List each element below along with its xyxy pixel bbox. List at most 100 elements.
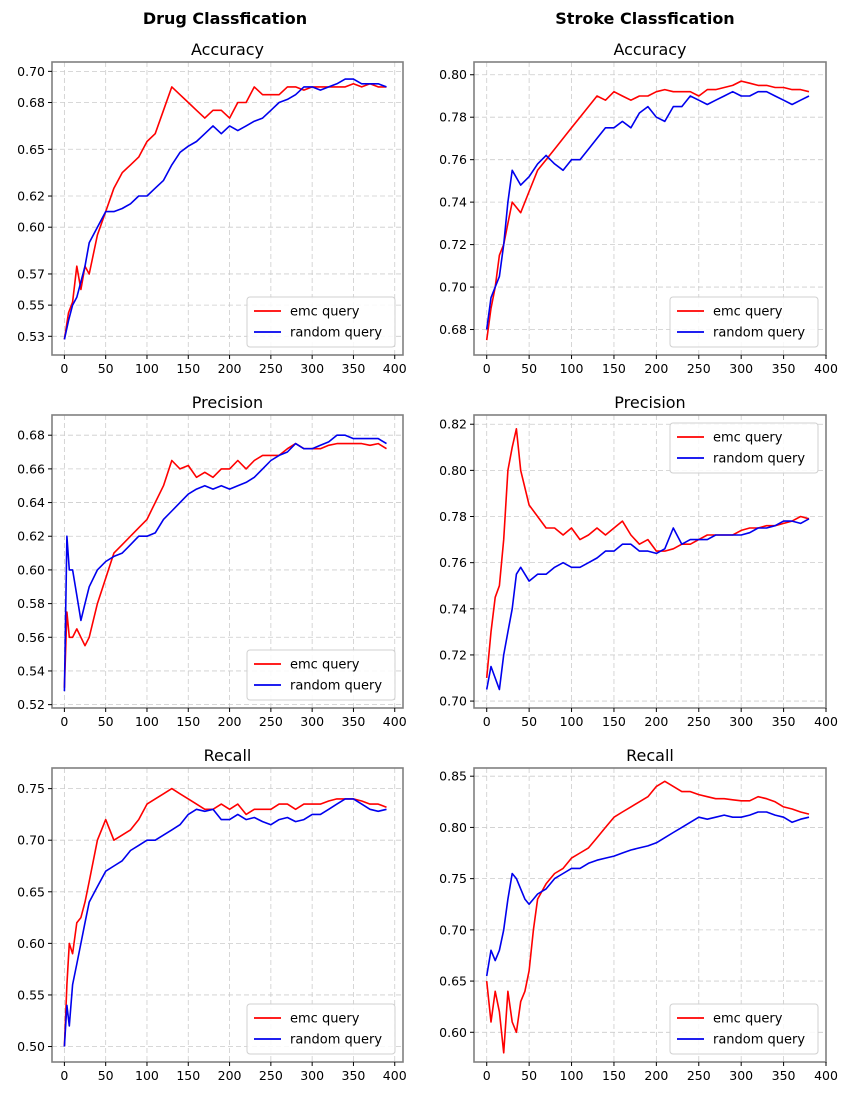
drug-precision-ytick-label-2: 0.56: [17, 630, 45, 645]
drug-accuracy-ytick-label-6: 0.68: [17, 95, 45, 110]
drug-precision-legend: emc query random query: [246, 649, 396, 701]
drug-recall-legend-box: [246, 1003, 396, 1055]
stroke-precision-xtick-label-0: 0: [483, 714, 491, 729]
drug-accuracy-xtick-label-6: 300: [300, 361, 324, 376]
drug-recall-legend: emc query random query: [246, 1003, 396, 1055]
drug-accuracy-ytick-label-7: 0.70: [17, 64, 45, 79]
drug-precision-xtick-label-0: 0: [60, 714, 68, 729]
drug-recall-series-random: [63, 798, 387, 1047]
stroke-precision-legend-box: [669, 422, 819, 474]
stroke-accuracy-xtick-label-5: 250: [687, 361, 711, 376]
drug-accuracy-xtick-label-5: 250: [259, 361, 283, 376]
stroke-recall-frame: [473, 767, 827, 1063]
stroke-accuracy-ytick-label-4: 0.76: [439, 152, 467, 167]
drug-precision-frame: [51, 414, 404, 709]
drug-precision-series-random: [63, 434, 387, 692]
stroke-accuracy-ytick-label-0: 0.68: [439, 322, 467, 337]
stroke-recall-xtick-label-6: 300: [729, 1068, 753, 1083]
stroke-accuracy-xtick-label-3: 150: [602, 361, 626, 376]
stroke-precision-legend-label-0: emc query: [713, 431, 783, 446]
drug-precision-ytick-label-3: 0.58: [17, 596, 45, 611]
stroke-accuracy-frame: [473, 61, 827, 356]
drug-accuracy-xtick-label-8: 400: [383, 361, 407, 376]
stroke-recall-xtick-label-1: 50: [521, 1068, 537, 1083]
stroke-precision-xtick-label-7: 350: [772, 714, 796, 729]
drug-accuracy-legend-label-1: random query: [290, 326, 382, 341]
drug-recall-ytick-label-0: 0.50: [17, 1039, 45, 1054]
stroke-recall-title: Recall: [626, 746, 674, 765]
stroke-precision-ytick-label-1: 0.72: [439, 647, 467, 662]
stroke-recall-series-emc: [485, 780, 810, 1054]
stroke-precision-xtick-label-4: 200: [644, 714, 668, 729]
drug-accuracy-xtick-label-3: 150: [176, 361, 200, 376]
stroke-accuracy-xtick-label-4: 200: [644, 361, 668, 376]
stroke-recall-ytick-label-5: 0.85: [439, 769, 467, 784]
drug-recall-ytick-label-4: 0.70: [17, 833, 45, 848]
stroke-accuracy-xtick-label-2: 100: [560, 361, 584, 376]
drug-recall-frame: [51, 767, 404, 1063]
stroke-precision-ytick-label-6: 0.82: [439, 417, 467, 432]
stroke-precision-title: Precision: [614, 393, 685, 412]
drug-accuracy-legend: emc query random query: [246, 296, 396, 348]
stroke-precision-series-emc: [485, 427, 810, 679]
stroke-precision-legend-label-1: random query: [713, 452, 805, 467]
stroke-precision-legend: emc query random query: [669, 422, 819, 474]
drug-accuracy-title: Accuracy: [191, 40, 264, 59]
drug-recall-series-emc: [63, 787, 387, 1047]
stroke-recall-ytick-label-1: 0.65: [439, 974, 467, 989]
stroke-precision-xtick-label-3: 150: [602, 714, 626, 729]
drug-accuracy-xtick-label-4: 200: [218, 361, 242, 376]
stroke-accuracy-title: Accuracy: [613, 40, 686, 59]
stroke-precision-ytick-label-2: 0.74: [439, 601, 467, 616]
stroke-precision-frame: [473, 414, 827, 709]
stroke-accuracy-ytick-label-6: 0.80: [439, 67, 467, 82]
column-title-stroke: Stroke Classfication: [555, 9, 734, 28]
drug-precision-xtick-label-1: 50: [98, 714, 114, 729]
stroke-accuracy-xtick-label-6: 300: [729, 361, 753, 376]
drug-precision-ytick-label-0: 0.52: [17, 697, 45, 712]
drug-precision-title: Precision: [192, 393, 263, 412]
stroke-recall-xtick-label-7: 350: [772, 1068, 796, 1083]
stroke-accuracy-xtick-label-7: 350: [772, 361, 796, 376]
stroke-precision-xtick-label-2: 100: [560, 714, 584, 729]
drug-recall-legend-label-1: random query: [290, 1033, 382, 1048]
drug-precision-xtick-label-3: 150: [176, 714, 200, 729]
drug-precision-legend-label-1: random query: [290, 679, 382, 694]
stroke-precision-ytick-label-4: 0.78: [439, 509, 467, 524]
stroke-recall-ytick-label-2: 0.70: [439, 922, 467, 937]
drug-precision-ytick-label-5: 0.62: [17, 529, 45, 544]
stroke-accuracy-series-random: [485, 90, 810, 330]
drug-recall-xtick-label-2: 100: [135, 1068, 159, 1083]
stroke-precision-ytick-label-5: 0.80: [439, 463, 467, 478]
stroke-accuracy-legend-box: [669, 296, 819, 348]
panel-drug-precision: Precision 0 50 100 150 200 250 300 350 400 0.52 0.5…: [17, 393, 407, 729]
stroke-accuracy-ytick-label-2: 0.72: [439, 237, 467, 252]
drug-precision-legend-box: [246, 649, 396, 701]
drug-accuracy-xtick-label-1: 50: [98, 361, 114, 376]
drug-accuracy-ytick-label-1: 0.55: [17, 298, 45, 313]
stroke-recall-ytick-label-4: 0.80: [439, 820, 467, 835]
drug-accuracy-legend-label-0: emc query: [290, 305, 360, 320]
drug-accuracy-ytick-label-4: 0.62: [17, 189, 45, 204]
drug-precision-xtick-label-6: 300: [300, 714, 324, 729]
drug-precision-series-emc: [63, 442, 387, 688]
drug-accuracy-legend-box: [246, 296, 396, 348]
drug-precision-ytick-label-4: 0.60: [17, 562, 45, 577]
drug-accuracy-ytick-label-0: 0.53: [17, 329, 45, 344]
stroke-accuracy-legend: emc query random query: [669, 296, 819, 348]
stroke-precision-ytick-label-0: 0.70: [439, 694, 467, 709]
drug-precision-ytick-label-7: 0.66: [17, 461, 45, 476]
stroke-recall-xtick-label-0: 0: [483, 1068, 491, 1083]
stroke-recall-legend-label-1: random query: [713, 1033, 805, 1048]
drug-precision-legend-label-0: emc query: [290, 658, 360, 673]
stroke-accuracy-xtick-label-1: 50: [521, 361, 537, 376]
drug-precision-ytick-label-6: 0.64: [17, 495, 45, 510]
panel-drug-recall: Recall 0 50 100 150 200 250 300 350 400 0.50 0.55 0.…: [17, 746, 407, 1083]
drug-recall-xtick-label-3: 150: [176, 1068, 200, 1083]
drug-recall-ytick-label-3: 0.65: [17, 884, 45, 899]
drug-recall-ytick-label-5: 0.75: [17, 781, 45, 796]
stroke-recall-xtick-label-8: 400: [814, 1068, 838, 1083]
stroke-recall-xtick-label-2: 100: [560, 1068, 584, 1083]
drug-precision-xtick-label-2: 100: [135, 714, 159, 729]
drug-recall-xtick-label-8: 400: [383, 1068, 407, 1083]
